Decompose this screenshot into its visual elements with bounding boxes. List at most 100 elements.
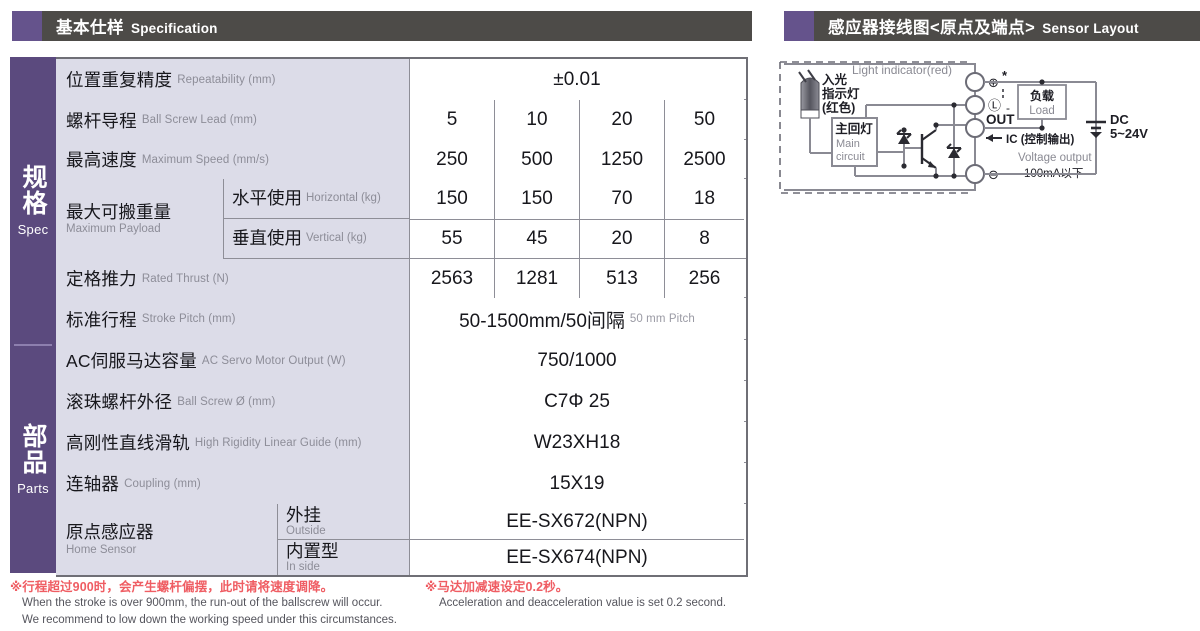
table-row: 原点感应器 Home Sensor 外挂 Outside 内置型 In side: [56, 504, 746, 575]
row-label-en: Maximum Payload: [66, 223, 161, 236]
sidebar-group-spec-en: Spec: [17, 222, 49, 237]
row-label: 标准行程 Stroke Pitch (mm): [56, 298, 410, 340]
row-label-cn: 连轴器: [66, 474, 120, 494]
sensor-wiring-svg: 主回灯 Main circuit 入光 指示灯 (红色) Light indic…: [779, 61, 1148, 194]
row-label-en: Home Sensor: [66, 543, 137, 556]
row-label-cn: 螺杆导程: [66, 110, 137, 131]
voltage-output-label: Voltage output: [1018, 152, 1092, 164]
table-row: AC伺服马达容量 AC Servo Motor Output (W) 750/1…: [56, 340, 746, 381]
row-label-split: 原点感应器 Home Sensor 外挂 Outside 内置型 In side: [56, 504, 410, 575]
main-circuit-label-en1: Main: [836, 138, 860, 150]
row-value-span: 15X19: [410, 463, 744, 504]
terminal-minus-small-symbol: -: [1006, 101, 1010, 115]
row-value-span: C7Φ 25: [410, 381, 744, 422]
sidebar-group-parts: 部品 Parts: [10, 346, 56, 573]
load-label-en: Load: [1029, 105, 1055, 117]
row-sublabel-cn: 水平使用: [232, 188, 302, 209]
row-label-cn: 滚珠螺杆外径: [66, 392, 173, 412]
row-value-note: 50 mm Pitch: [629, 313, 695, 325]
row-label-en: Ball Screw Ø (mm): [177, 395, 276, 408]
row-value-span: W23XH18: [410, 422, 744, 463]
row-label-cn: 原点感应器: [66, 522, 154, 543]
row-value-cell: 500: [495, 140, 580, 179]
sensor-header-accent-square: [784, 11, 814, 41]
row-value-span: EE-SX674(NPN): [410, 540, 744, 575]
sidebar-group-spec: 规格 Spec: [10, 57, 56, 344]
row-value-cell: 256: [665, 259, 744, 298]
table-row: 标准行程 Stroke Pitch (mm) 50-1500mm/50间隔 50…: [56, 298, 746, 340]
row-value-main: 50-1500mm/50间隔: [459, 310, 625, 332]
terminal-star-symbol: *: [1002, 68, 1008, 83]
light-indicator-lamp-icon: [798, 69, 832, 154]
row-label: 高刚性直线滑轨 High Rigidity Linear Guide (mm): [56, 422, 410, 463]
row-value-cell: 50: [665, 100, 744, 140]
terminal-minus-circle: [965, 164, 985, 184]
spec-header-accent-square: [12, 11, 42, 41]
row-sublabels: 外挂 Outside 内置型 In side: [278, 504, 410, 575]
terminal-minus-symbol: ⊖: [988, 168, 999, 183]
main-circuit-label-cn: 主回灯: [835, 121, 873, 136]
row-value-cell: 8: [665, 220, 744, 258]
main-circuit-label-en2: circuit: [836, 151, 865, 163]
row-label-main: 原点感应器 Home Sensor: [56, 504, 278, 575]
sidebar-group-spec-cn: 规格: [19, 164, 47, 216]
sensor-header-text: 感应器接线图<原点及端点> Sensor Layout: [814, 14, 1139, 38]
row-sublabel-cn: 垂直使用: [232, 228, 302, 249]
footnote-left-cn: ※行程超过900时，会产生螺杆偏摆，此时请将速度调降。: [10, 580, 334, 594]
row-value-span: 50-1500mm/50间隔 50 mm Pitch: [410, 298, 744, 340]
row-value-cell: 2563: [410, 259, 495, 298]
row-sublabel-en: Outside: [286, 524, 326, 537]
row-sublabel-en: Vertical (kg): [306, 232, 367, 245]
footnote-left: ※行程超过900时，会产生螺杆偏摆，此时请将速度调降。 When the str…: [10, 576, 397, 628]
row-label-cn: 位置重复精度: [66, 70, 173, 90]
row-label-en: Maximum Speed (mm/s): [141, 153, 270, 166]
row-value-cell: 55: [410, 220, 495, 258]
spec-header-title-en: Specification: [131, 21, 218, 36]
row-value-cell: 5: [410, 100, 495, 140]
row-label-en: Stroke Pitch (mm): [141, 313, 236, 325]
row-label: 定格推力 Rated Thrust (N): [56, 259, 410, 298]
row-value-cell: 513: [580, 259, 665, 298]
row-sublabel-en: In side: [286, 560, 320, 573]
table-row: 定格推力 Rated Thrust (N) 2563 1281 513 256: [56, 259, 746, 298]
sidebar-group-parts-en: Parts: [17, 481, 49, 496]
specification-table: 规格 Spec 部品 Parts 位置重复精度 Repeatability (m…: [10, 57, 748, 577]
row-value-block: EE-SX672(NPN) EE-SX674(NPN): [410, 504, 744, 575]
row-label-cn: 最高速度: [66, 150, 137, 170]
dc-label-line2: 5~24V: [1110, 126, 1148, 141]
terminal-out-label: OUT: [986, 112, 1015, 127]
transistor-icon: [904, 122, 975, 179]
row-value-cell: 45: [495, 220, 580, 258]
terminal-lamp-circle: [965, 95, 985, 115]
sensor-body-dashed-outline: [779, 62, 970, 194]
row-value-cell: 70: [580, 179, 665, 219]
footnote-left-en2: We recommend to low down the working spe…: [22, 613, 397, 626]
row-value-cell: 20: [580, 220, 665, 258]
row-sublabel-en: Horizontal (kg): [306, 192, 381, 205]
row-label-cn: 高刚性直线滑轨: [66, 433, 190, 453]
row-value-cell: 1250: [580, 140, 665, 179]
load-label-cn: 负载: [1030, 88, 1054, 103]
table-row: 最大可搬重量 Maximum Payload 水平使用 Horizontal (…: [56, 179, 746, 259]
table-row: 位置重复精度 Repeatability (mm) ±0.01: [56, 59, 746, 100]
table-row: 连轴器 Coupling (mm) 15X19: [56, 463, 746, 504]
row-sublabels: 水平使用 Horizontal (kg) 垂直使用 Vertical (kg): [224, 179, 410, 258]
table-row: 螺杆导程 Ball Screw Lead (mm) 5 10 20 50: [56, 100, 746, 140]
footnote-right-cn: ※马达加减速设定0.2秒。: [425, 580, 569, 594]
row-label-cn: AC伺服马达容量: [66, 351, 197, 371]
table-grid: 位置重复精度 Repeatability (mm) ±0.01 螺杆导程 Bal…: [56, 57, 748, 577]
incident-light-label-cn3: (红色): [822, 100, 855, 115]
sensor-header-title-cn: 感应器接线图<原点及端点>: [828, 19, 1036, 37]
row-label-main: 最大可搬重量 Maximum Payload: [56, 179, 224, 259]
row-value-span: EE-SX672(NPN): [410, 504, 744, 540]
row-label: 最高速度 Maximum Speed (mm/s): [56, 140, 410, 179]
table-row: 高刚性直线滑轨 High Rigidity Linear Guide (mm) …: [56, 422, 746, 463]
spec-section-header: 基本仕样 Specification: [12, 11, 752, 41]
zener-diode-right-icon: [946, 102, 962, 179]
terminal-plus-symbol: ⊕: [988, 76, 999, 91]
row-value-span: 750/1000: [410, 340, 744, 381]
row-sublabel: 内置型 In side: [278, 540, 410, 575]
row-label-en: Coupling (mm): [124, 477, 201, 490]
spec-header-title-cn: 基本仕样: [56, 19, 124, 37]
sensor-section-header: 感应器接线图<原点及端点> Sensor Layout: [784, 11, 1200, 41]
